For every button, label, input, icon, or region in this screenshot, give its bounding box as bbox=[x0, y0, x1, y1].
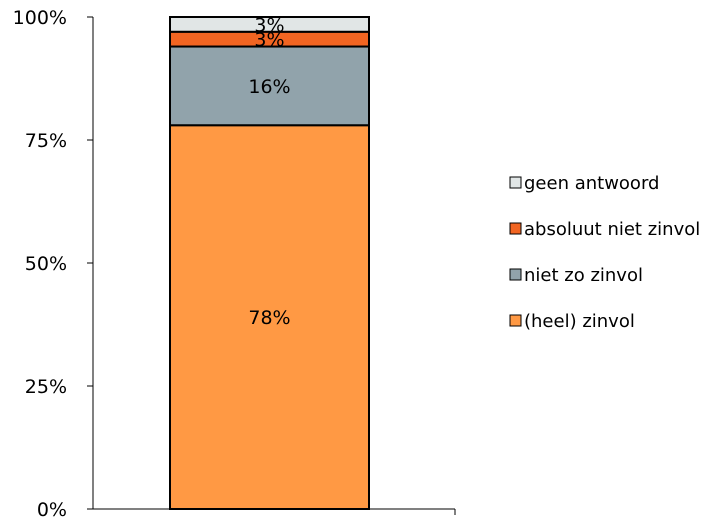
bar-segment bbox=[169, 16, 370, 33]
data-label: 3% bbox=[254, 29, 284, 51]
data-label: 78% bbox=[248, 307, 290, 329]
legend-label: absoluut niet zinvol bbox=[524, 219, 700, 240]
legend-label: niet zo zinvol bbox=[524, 265, 643, 286]
legend-label: geen antwoord bbox=[524, 173, 659, 194]
bar-stack bbox=[169, 16, 370, 511]
data-labels: 78% 16% 3%3% bbox=[248, 14, 290, 329]
y-tick-label: 50% bbox=[25, 253, 67, 275]
legend-swatch bbox=[509, 268, 522, 281]
y-tick-label: 100% bbox=[13, 7, 67, 29]
data-label: 3% bbox=[254, 14, 284, 36]
y-tick-label: 75% bbox=[25, 130, 67, 152]
y-tick-label: 0% bbox=[37, 499, 67, 519]
legend: geen antwoord absoluut niet zinvol niet zo… bbox=[509, 173, 700, 332]
bar-segment bbox=[169, 124, 370, 511]
legend-label: (heel) zinvol bbox=[524, 311, 635, 332]
axes: 0% 25% 50% 75% 100% bbox=[13, 7, 456, 519]
data-label: 16% bbox=[248, 76, 290, 98]
y-tick-label: 25% bbox=[25, 376, 67, 398]
legend-swatch bbox=[509, 222, 522, 235]
legend-swatch bbox=[509, 176, 522, 189]
legend-swatch bbox=[509, 314, 522, 327]
